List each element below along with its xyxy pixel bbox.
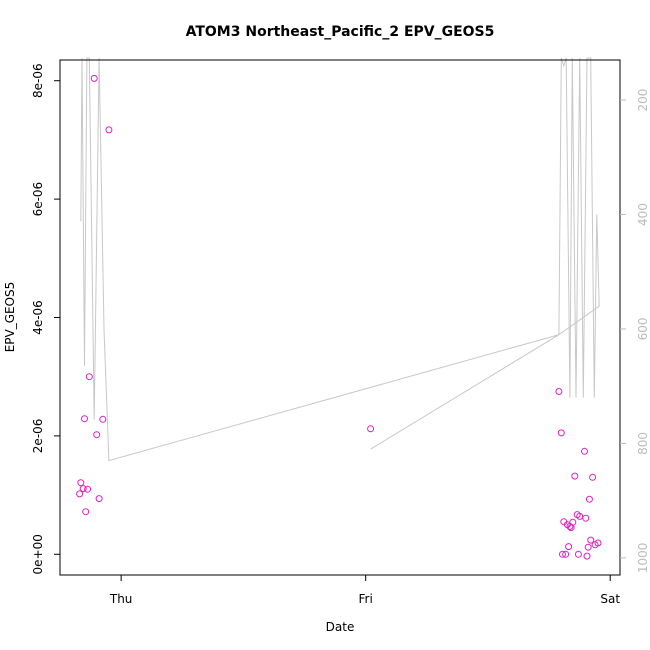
y-tick-label: 4e-06: [31, 300, 45, 335]
y-axis-label: EPV_GEOS5: [3, 282, 17, 353]
data-point: [367, 425, 375, 433]
data-point: [574, 550, 582, 558]
y-tick-label: 0e+00: [31, 534, 45, 574]
data-point: [93, 431, 101, 439]
right-tick-label: 200: [636, 89, 650, 112]
axes: Thu Fri Sat 0e+00 2e-06 4e-06 6e-06 8e-06 200 400…: [31, 63, 650, 606]
data-point: [587, 536, 595, 544]
data-point: [105, 126, 113, 134]
data-point: [562, 550, 570, 558]
data-point: [565, 543, 573, 551]
data-point: [82, 508, 90, 516]
pressure-line-layer: [80, 57, 600, 462]
points-layer: [76, 74, 602, 560]
chart-title: ATOM3 Northeast_Pacific_2 EPV_GEOS5: [186, 24, 495, 40]
right-tick-label: 800: [636, 432, 650, 455]
data-point: [594, 539, 602, 547]
data-point: [581, 447, 588, 455]
right-tick-label: 1000: [636, 543, 650, 574]
y-tick-label: 8e-06: [31, 63, 45, 98]
data-point: [77, 479, 85, 487]
data-point: [79, 485, 87, 493]
data-point: [81, 415, 88, 423]
data-point: [569, 518, 577, 526]
x-tick-label: Fri: [359, 592, 373, 606]
y-tick-label: 6e-06: [31, 182, 45, 217]
data-point: [576, 512, 584, 520]
x-tick-label: Sat: [600, 592, 620, 606]
right-tick-label: 600: [636, 317, 650, 340]
data-point: [584, 543, 592, 551]
plot-frame: [59, 59, 621, 576]
data-point: [84, 485, 92, 493]
x-tick-label: Thu: [109, 592, 133, 606]
data-point: [76, 490, 84, 498]
y-tick-label: 2e-06: [31, 419, 45, 454]
data-point: [95, 495, 103, 503]
data-point: [85, 373, 93, 381]
x-axis-label: Date: [326, 620, 355, 634]
data-point: [559, 550, 566, 558]
data-point: [583, 552, 591, 560]
right-tick-label: 400: [636, 203, 650, 226]
data-point: [99, 415, 107, 423]
data-point: [555, 388, 563, 395]
pressure-line: [80, 57, 600, 462]
data-point: [589, 473, 597, 481]
data-point: [90, 74, 98, 82]
data-point: [571, 472, 579, 480]
data-point: [585, 495, 593, 503]
data-point: [582, 514, 590, 522]
data-point: [557, 429, 565, 437]
